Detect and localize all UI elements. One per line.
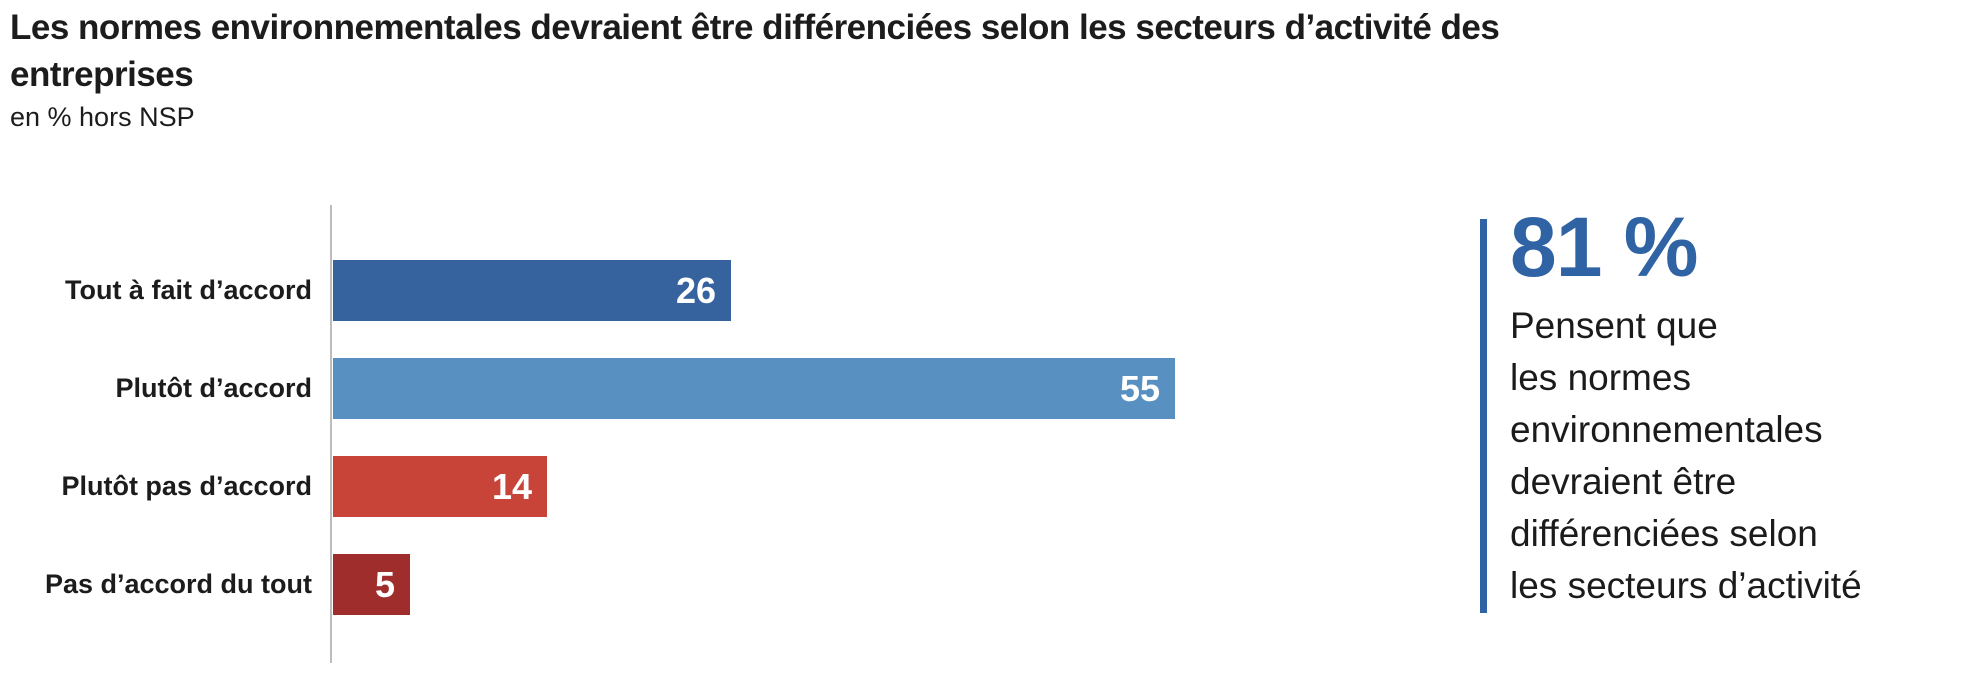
stat-description-line: les secteurs d’activité (1510, 565, 1862, 606)
stat-description-line: devraient être (1510, 461, 1737, 502)
stat-accent-bar (1480, 219, 1487, 613)
chart-title-line1: Les normes environnementales devraient ê… (10, 8, 1500, 47)
bar-label: Pas d’accord du tout (44, 569, 312, 599)
stat-description: Pensent que les normes environnementales… (1510, 300, 1862, 612)
bar: 5 (333, 554, 410, 615)
stat-description-line: Pensent que (1510, 305, 1718, 346)
axis-line (330, 205, 332, 663)
bar: 26 (333, 260, 731, 321)
bar-label: Plutôt pas d’accord (61, 471, 312, 501)
stat-value: 81 % (1510, 200, 1698, 294)
bar-chart: Tout à fait d’accord 26 Plutôt d’accord … (0, 205, 1470, 663)
bar-label: Tout à fait d’accord (64, 275, 312, 305)
bar-value-label: 5 (374, 563, 395, 605)
bar-row: Plutôt pas d’accord 14 (0, 456, 1470, 517)
bar-row: Plutôt d’accord 55 (0, 358, 1470, 419)
bar: 55 (333, 358, 1175, 419)
bar-value-label: 14 (491, 465, 532, 507)
bar-label: Plutôt d’accord (115, 373, 312, 403)
bar-value-label: 26 (675, 269, 716, 311)
stat-description-line: différenciées selon (1510, 513, 1818, 554)
bar-row: Pas d’accord du tout 5 (0, 554, 1470, 615)
bar: 14 (333, 456, 547, 517)
chart-title-line2: entreprises (10, 55, 194, 94)
bar-value-label: 55 (1119, 367, 1160, 409)
chart-title: Les normes environnementales devraient ê… (10, 4, 1500, 98)
bar-row: Tout à fait d’accord 26 (0, 260, 1470, 321)
stat-description-line: les normes (1510, 357, 1691, 398)
stat-description-line: environnementales (1510, 409, 1823, 450)
chart-subtitle: en % hors NSP (10, 102, 195, 132)
